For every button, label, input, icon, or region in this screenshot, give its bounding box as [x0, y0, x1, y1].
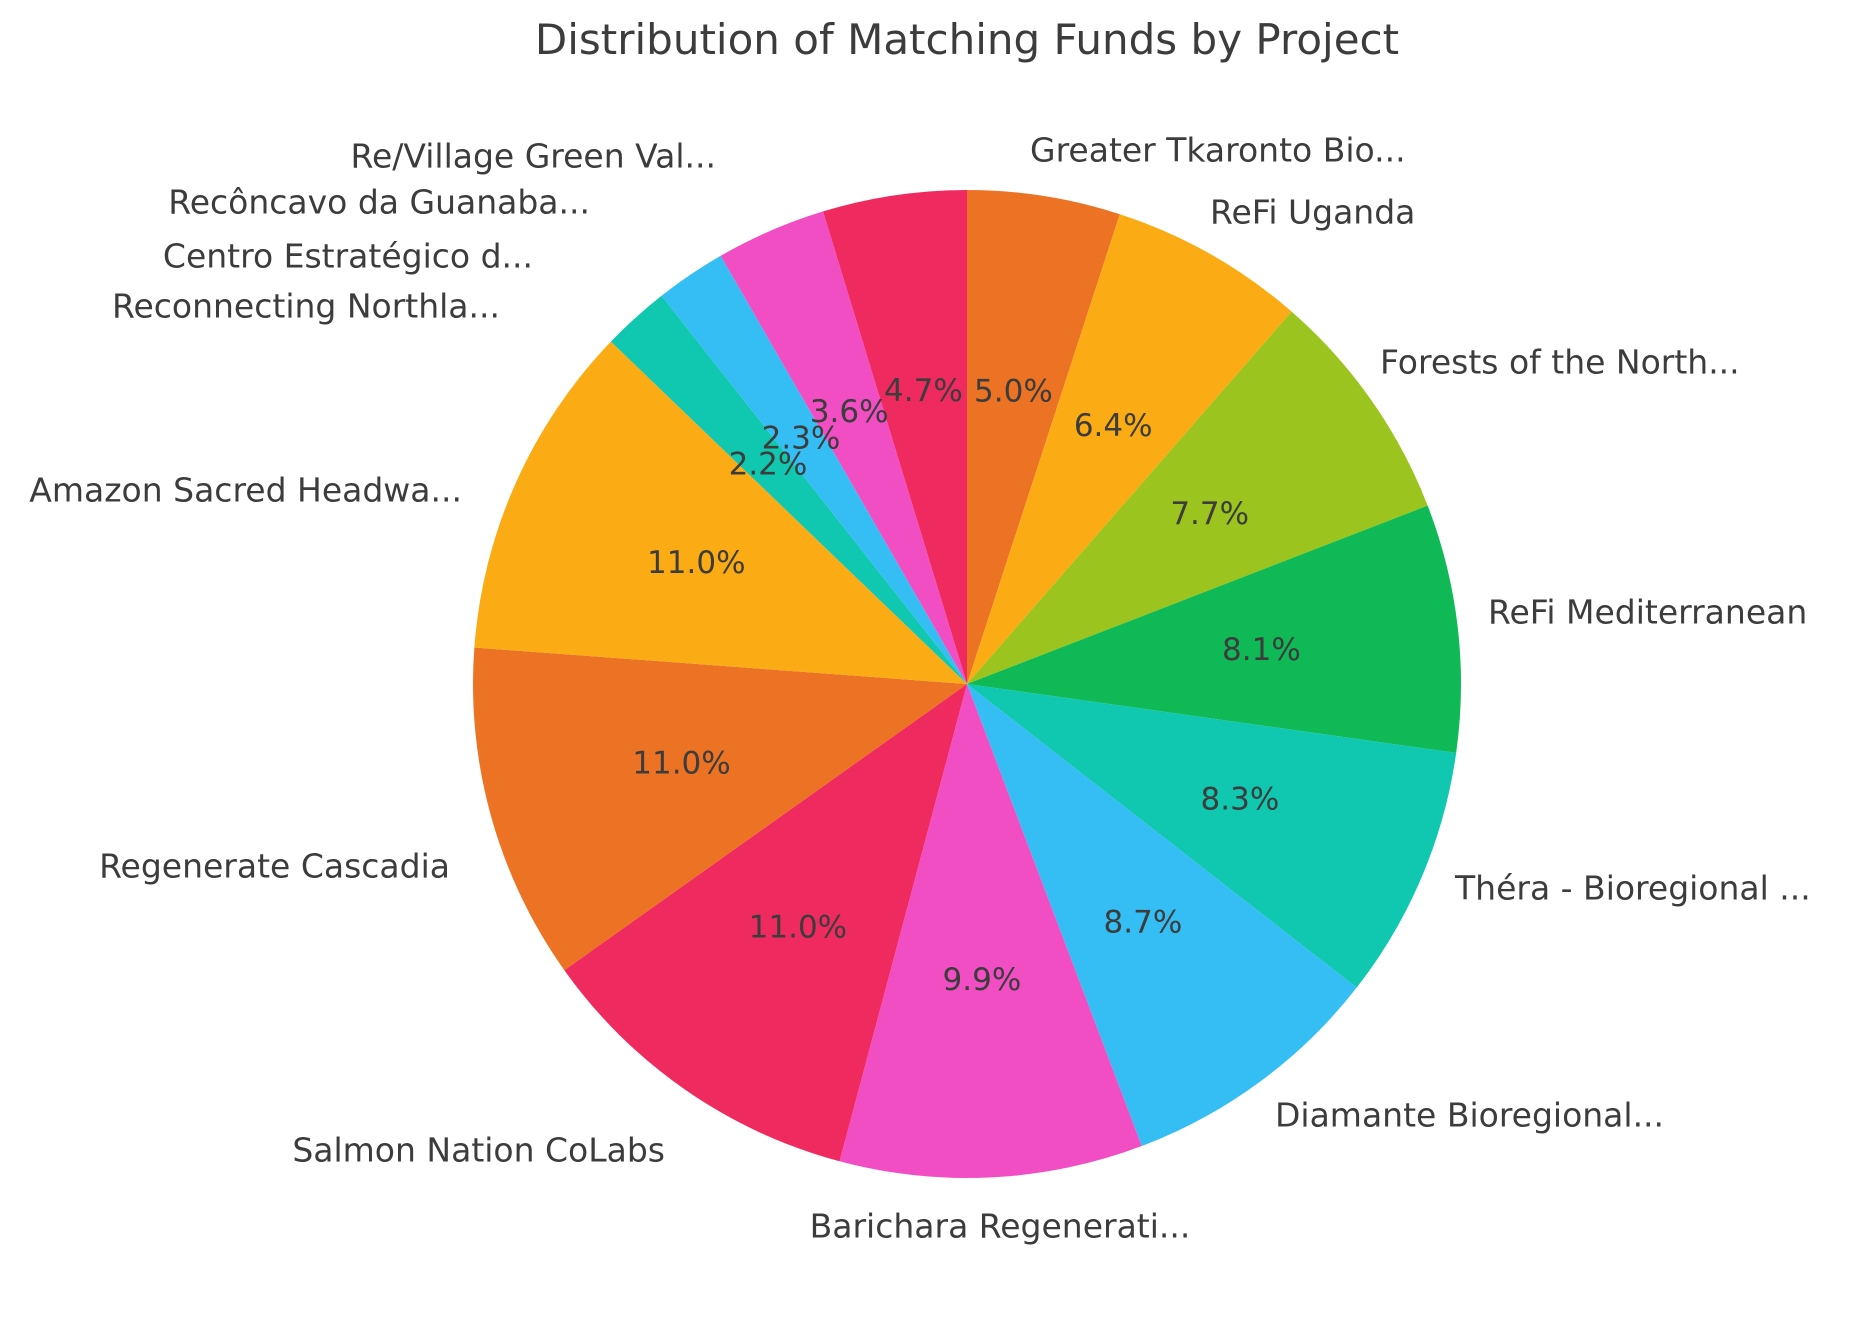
slice-label-4: Théra - Bioregional ...: [1454, 869, 1811, 908]
slice-label-2: Forests of the North...: [1380, 343, 1740, 382]
pct-label-2: 7.7%: [1170, 496, 1249, 532]
slice-label-10: Reconnecting Northla...: [112, 287, 500, 326]
pct-label-5: 8.7%: [1104, 905, 1183, 941]
pct-label-7: 11.0%: [749, 910, 847, 946]
pct-label-9: 11.0%: [647, 545, 745, 581]
pct-label-13: 4.7%: [884, 373, 963, 409]
slice-label-5: Diamante Bioregional...: [1275, 1096, 1664, 1135]
pie-slice-5: [967, 684, 1357, 1147]
pct-label-3: 8.1%: [1222, 632, 1301, 668]
pie-slice-8: [473, 647, 967, 971]
slice-label-3: ReFi Mediterranean: [1488, 593, 1807, 632]
pct-label-8: 11.0%: [632, 746, 730, 782]
slice-label-11: Centro Estratégico d...: [163, 237, 533, 276]
pct-label-6: 9.9%: [943, 962, 1022, 998]
pct-label-4: 8.3%: [1201, 782, 1280, 818]
pie-slice-10: [610, 295, 967, 684]
slice-label-9: Amazon Sacred Headwa...: [29, 471, 462, 510]
pct-label-11: 2.3%: [762, 420, 841, 456]
pie-slice-4: [967, 684, 1457, 988]
pie-slice-7: [564, 684, 967, 1162]
slice-label-8: Regenerate Cascadia: [99, 847, 450, 886]
pie-wedges: [473, 190, 1462, 1179]
slice-label-7: Salmon Nation CoLabs: [292, 1131, 665, 1170]
pie-slice-labels: Greater Tkaronto Bio... ReFi Uganda Forest…: [29, 131, 1811, 1246]
slice-label-12: Recôncavo da Guanaba...: [168, 183, 590, 222]
pct-label-0: 5.0%: [974, 373, 1053, 409]
chart-title: Distribution of Matching Funds by Projec…: [535, 15, 1399, 64]
pie-slice-0: [967, 190, 1120, 684]
pie-slice-6: [839, 684, 1142, 1179]
pct-label-1: 6.4%: [1074, 408, 1153, 444]
slice-label-0: Greater Tkaronto Bio...: [1030, 131, 1406, 170]
pct-label-10: 2.2%: [729, 446, 808, 482]
pie-slice-1: [967, 214, 1292, 685]
pie-slice-13: [823, 190, 967, 684]
pie-percent-labels: 5.0% 6.4% 7.7% 8.1% 8.3% 8.7% 9.9% 11.0% 11.0% 11…: [632, 373, 1301, 998]
pie-slice-11: [661, 255, 967, 685]
pie-slice-12: [720, 211, 967, 684]
slice-label-1: ReFi Uganda: [1210, 193, 1415, 232]
pie-slice-3: [967, 505, 1462, 753]
pct-label-12: 3.6%: [810, 394, 889, 430]
pie-slice-2: [967, 311, 1428, 684]
pie-slice-9: [474, 341, 967, 684]
slice-label-13: Re/Village Green Val...: [351, 137, 716, 176]
slice-label-6: Barichara Regenerati...: [810, 1207, 1191, 1246]
